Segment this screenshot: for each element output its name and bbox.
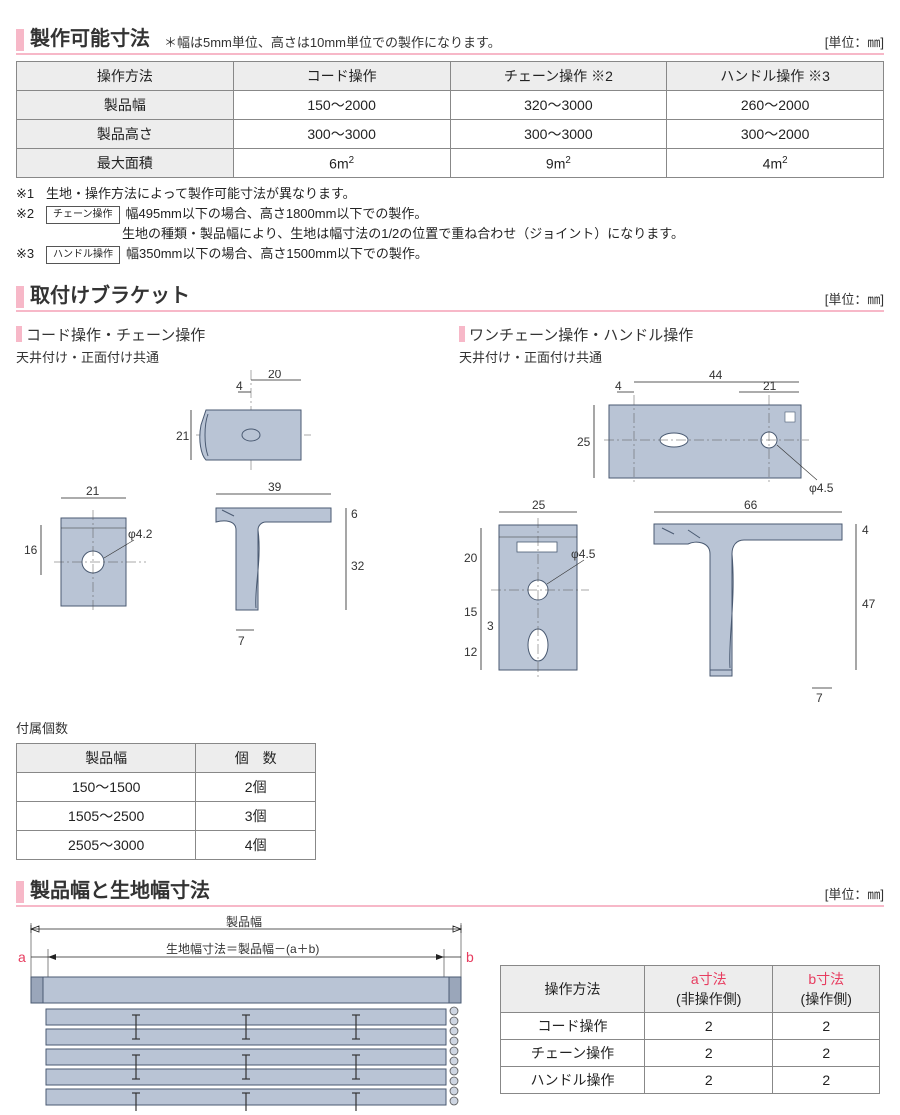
section-title-width: 製品幅と生地幅寸法 [単位：㎜] xyxy=(16,874,884,907)
footnotes: ※1生地・操作方法によって製作可能寸法が異なります。 ※2チェーン操作幅495m… xyxy=(16,184,884,265)
bracket-diagram-left-top: 20 4 21 xyxy=(156,370,366,480)
svg-text:66: 66 xyxy=(744,500,758,512)
svg-text:32: 32 xyxy=(351,559,365,573)
bracket-diagram-left-br: 39 6 32 7 xyxy=(176,480,366,650)
table-row: 製品高さ 300～3000 300～3000 300～2000 xyxy=(17,120,884,149)
svg-text:製品幅: 製品幅 xyxy=(226,915,262,929)
bracket-diagram-right-br: 66 4 47 7 xyxy=(624,500,884,710)
svg-text:21: 21 xyxy=(176,429,190,443)
svg-text:4: 4 xyxy=(615,379,622,393)
unit-label: [単位：㎜] xyxy=(825,32,884,51)
svg-text:7: 7 xyxy=(238,634,245,648)
svg-text:7: 7 xyxy=(816,691,823,705)
section-title-dimensions: 製作可能寸法 ＊幅は5mm単位、高さは10mm単位での製作になります。 [単位：… xyxy=(16,22,884,55)
svg-text:φ4.5: φ4.5 xyxy=(809,481,834,495)
product-width-diagram: 製品幅 a b 生地幅寸法＝製品幅－(a＋b) xyxy=(16,915,476,1115)
svg-text:3: 3 xyxy=(487,619,494,633)
svg-text:20: 20 xyxy=(268,370,282,381)
svg-text:25: 25 xyxy=(577,435,591,449)
sub-title-left: コード操作・チェーン操作 xyxy=(16,324,439,345)
svg-text:39: 39 xyxy=(268,480,282,494)
svg-text:21: 21 xyxy=(86,484,100,498)
bracket-columns: コード操作・チェーン操作 天井付け・正面付け共通 20 4 21 21 16 xyxy=(16,318,884,710)
table-row: 操作方法 コード操作 チェーン操作 ※2 ハンドル操作 ※3 xyxy=(17,62,884,91)
title-note: ＊幅は5mm単位、高さは10mm単位での製作になります。 xyxy=(164,32,825,51)
svg-text:20: 20 xyxy=(464,551,478,565)
accent-bar xyxy=(16,286,24,308)
svg-text:6: 6 xyxy=(351,507,358,521)
svg-text:47: 47 xyxy=(862,597,876,611)
svg-text:15: 15 xyxy=(464,605,478,619)
ab-table: 操作方法 a寸法(非操作側) b寸法(操作側) コード操作22 チェーン操作22… xyxy=(500,965,880,1094)
svg-text:21: 21 xyxy=(763,379,777,393)
svg-text:12: 12 xyxy=(464,645,478,659)
accent-bar xyxy=(16,29,24,51)
svg-text:生地幅寸法＝製品幅－(a＋b): 生地幅寸法＝製品幅－(a＋b) xyxy=(166,941,319,956)
svg-text:4: 4 xyxy=(862,523,869,537)
width-section-row: 製品幅 a b 生地幅寸法＝製品幅－(a＋b) xyxy=(16,915,884,1115)
bracket-diagram-right-bl: 25 20 15 12 3 φ4.5 xyxy=(459,500,604,700)
accent-bar xyxy=(16,881,24,903)
bracket-left-col: コード操作・チェーン操作 天井付け・正面付け共通 20 4 21 21 16 xyxy=(16,318,439,710)
mount-note: 天井付け・正面付け共通 xyxy=(459,347,884,366)
svg-text:25: 25 xyxy=(532,500,546,512)
pcs-table: 製品幅個 数 150～15002個 1505～25003個 2505～30004… xyxy=(16,743,316,860)
title-text: 取付けブラケット xyxy=(30,279,190,308)
section-title-bracket: 取付けブラケット [単位：㎜] xyxy=(16,279,884,312)
svg-text:φ4.2: φ4.2 xyxy=(128,527,153,541)
svg-text:φ4.5: φ4.5 xyxy=(571,547,596,561)
bracket-right-col: ワンチェーン操作・ハンドル操作 天井付け・正面付け共通 44 21 4 25 φ… xyxy=(459,318,884,710)
svg-text:a: a xyxy=(18,949,26,965)
unit-label: [単位：㎜] xyxy=(825,289,884,308)
title-text: 製品幅と生地幅寸法 xyxy=(30,874,210,903)
svg-text:16: 16 xyxy=(24,543,38,557)
pcs-label: 付属個数 xyxy=(16,718,884,737)
unit-label: [単位：㎜] xyxy=(825,884,884,903)
svg-text:4: 4 xyxy=(236,379,243,393)
table-row: 最大面積 6m2 9m2 4m2 xyxy=(17,149,884,178)
title-text: 製作可能寸法 xyxy=(30,22,150,51)
svg-text:b: b xyxy=(466,949,474,965)
table-row: 製品幅 150～2000 320～3000 260～2000 xyxy=(17,91,884,120)
bracket-diagram-right-top: 44 21 4 25 φ4.5 xyxy=(499,370,859,500)
mount-note: 天井付け・正面付け共通 xyxy=(16,347,439,366)
spec-table: 操作方法 コード操作 チェーン操作 ※2 ハンドル操作 ※3 製品幅 150～2… xyxy=(16,61,884,178)
bracket-diagram-left-bl: 21 16 φ4.2 xyxy=(16,480,156,630)
sub-title-right: ワンチェーン操作・ハンドル操作 xyxy=(459,324,884,345)
svg-text:44: 44 xyxy=(709,370,723,382)
